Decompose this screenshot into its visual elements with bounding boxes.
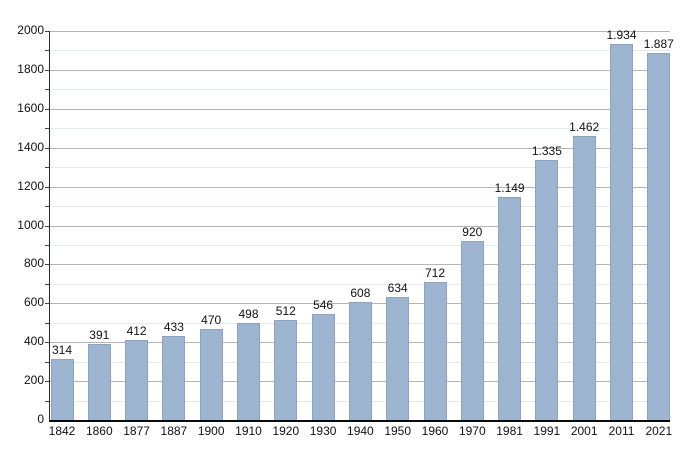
- x-axis-tick-label: 2021: [645, 424, 673, 438]
- bar-value-label: 634: [387, 280, 408, 295]
- bar-value-label: 391: [89, 328, 110, 342]
- bar-1950: [386, 296, 410, 420]
- bar-value-label: 433: [163, 319, 184, 334]
- y-axis-tick-label: 1800: [17, 61, 44, 76]
- x-axis-tick-label: 1860: [85, 424, 113, 438]
- bar-value-label: 546: [313, 297, 334, 312]
- y-axis-tick: [45, 31, 49, 32]
- y-axis-tick: [45, 244, 49, 246]
- bar-value-label: 1.934: [606, 27, 637, 42]
- y-axis-tick: [45, 342, 49, 344]
- y-axis-tick: [45, 147, 49, 149]
- bar-value-label: 712: [424, 265, 446, 280]
- x-axis-tick-label: 1981: [496, 424, 523, 438]
- bar-1887: [162, 335, 186, 420]
- y-axis-tick: [45, 128, 49, 130]
- x-axis-tick-label: 2001: [570, 424, 598, 438]
- y-axis-tick: [45, 167, 49, 169]
- minor-gridline: [50, 89, 670, 91]
- y-axis-tick-label: 1400: [17, 139, 44, 154]
- bar-1860: [87, 344, 111, 420]
- x-axis-tick-label: 1930: [309, 424, 337, 438]
- y-axis-tick-label: 800: [23, 256, 44, 271]
- major-gridline: [50, 147, 670, 149]
- y-axis-tick-label: 400: [23, 334, 44, 349]
- major-gridline: [50, 69, 670, 71]
- bar-1900: [199, 328, 223, 420]
- bar-value-label: 470: [201, 312, 222, 327]
- bar-value-label: 314: [51, 342, 73, 357]
- bar-value-label: 1.462: [569, 119, 600, 134]
- bar-1981: [498, 196, 522, 420]
- major-gridline: [50, 108, 670, 110]
- minor-gridline: [50, 50, 670, 52]
- x-axis-tick-label: 1940: [347, 424, 374, 438]
- y-axis-tick: [45, 400, 49, 402]
- x-axis-tick-label: 1991: [533, 424, 561, 438]
- x-axis-tick-label: 1842: [48, 424, 76, 438]
- bar-value-label: 1.887: [643, 37, 674, 51]
- x-axis-tick-label: 2011: [608, 424, 635, 438]
- bar-value-label: 1.335: [531, 144, 562, 159]
- y-axis-tick-label: 1000: [17, 217, 44, 232]
- major-gridline: [50, 31, 670, 32]
- y-axis-tick: [45, 50, 49, 52]
- bar-1920: [274, 320, 298, 420]
- y-axis-tick: [45, 322, 49, 324]
- y-axis-tick: [45, 186, 49, 188]
- x-axis-tick-label: 1920: [272, 424, 300, 438]
- y-axis-tick-label: 1600: [17, 100, 44, 115]
- y-axis-tick: [45, 361, 49, 363]
- y-axis-tick: [45, 69, 49, 71]
- y-axis-tick-label: 200: [23, 373, 44, 388]
- y-axis-tick-label: 0: [37, 412, 44, 426]
- bar-2011: [610, 43, 633, 420]
- major-gridline: [50, 225, 670, 227]
- x-axis-tick-label: 1950: [384, 424, 412, 438]
- y-axis-tick: [45, 381, 49, 383]
- bar-value-label: 920: [462, 225, 483, 240]
- x-axis-tick-label: 1887: [160, 424, 188, 438]
- y-axis-tick-label: 600: [23, 295, 44, 310]
- minor-gridline: [50, 128, 670, 130]
- bar-1940: [348, 301, 372, 420]
- bar-1842: [50, 358, 74, 420]
- bar-2001: [572, 135, 596, 420]
- x-axis-tick-label: 1900: [197, 424, 225, 438]
- bar-2021: [647, 53, 671, 420]
- bar-1991: [535, 160, 559, 420]
- minor-gridline: [50, 167, 670, 169]
- y-axis-tick: [45, 303, 49, 305]
- bar-1910: [237, 323, 260, 420]
- y-axis-tick: [45, 89, 49, 91]
- y-axis-tick: [45, 108, 49, 110]
- x-axis-tick-label: 1960: [421, 424, 449, 438]
- major-gridline: [50, 264, 670, 266]
- x-axis-tick-label: 1910: [235, 424, 262, 438]
- y-axis-tick: [45, 283, 49, 285]
- minor-gridline: [50, 206, 670, 207]
- y-axis-tick-label: 2000: [17, 23, 44, 37]
- bar-1877: [125, 339, 149, 420]
- y-axis-tick: [45, 206, 49, 207]
- bar-1930: [311, 313, 335, 420]
- bar-value-label: 512: [275, 304, 296, 319]
- minor-gridline: [50, 244, 670, 246]
- y-axis-tick: [45, 264, 49, 266]
- x-axis-tick-label: 1970: [458, 424, 486, 438]
- bar-1970: [460, 241, 484, 420]
- bar-value-label: 608: [350, 285, 371, 300]
- plot-area: 314 391 412 433 470 498 512 546 608 634 712 920 1.14…: [49, 27, 674, 422]
- bar-value-label: 412: [126, 323, 147, 338]
- x-axis-tick-label: 1877: [123, 424, 150, 438]
- y-axis-tick-label: 1200: [17, 178, 44, 193]
- minor-gridline: [50, 283, 670, 285]
- bar-value-label: 498: [238, 307, 259, 322]
- bar-1960: [423, 281, 447, 420]
- bar-value-label: 1.149: [494, 180, 525, 195]
- major-gridline: [50, 186, 670, 188]
- y-axis-tick: [45, 225, 49, 227]
